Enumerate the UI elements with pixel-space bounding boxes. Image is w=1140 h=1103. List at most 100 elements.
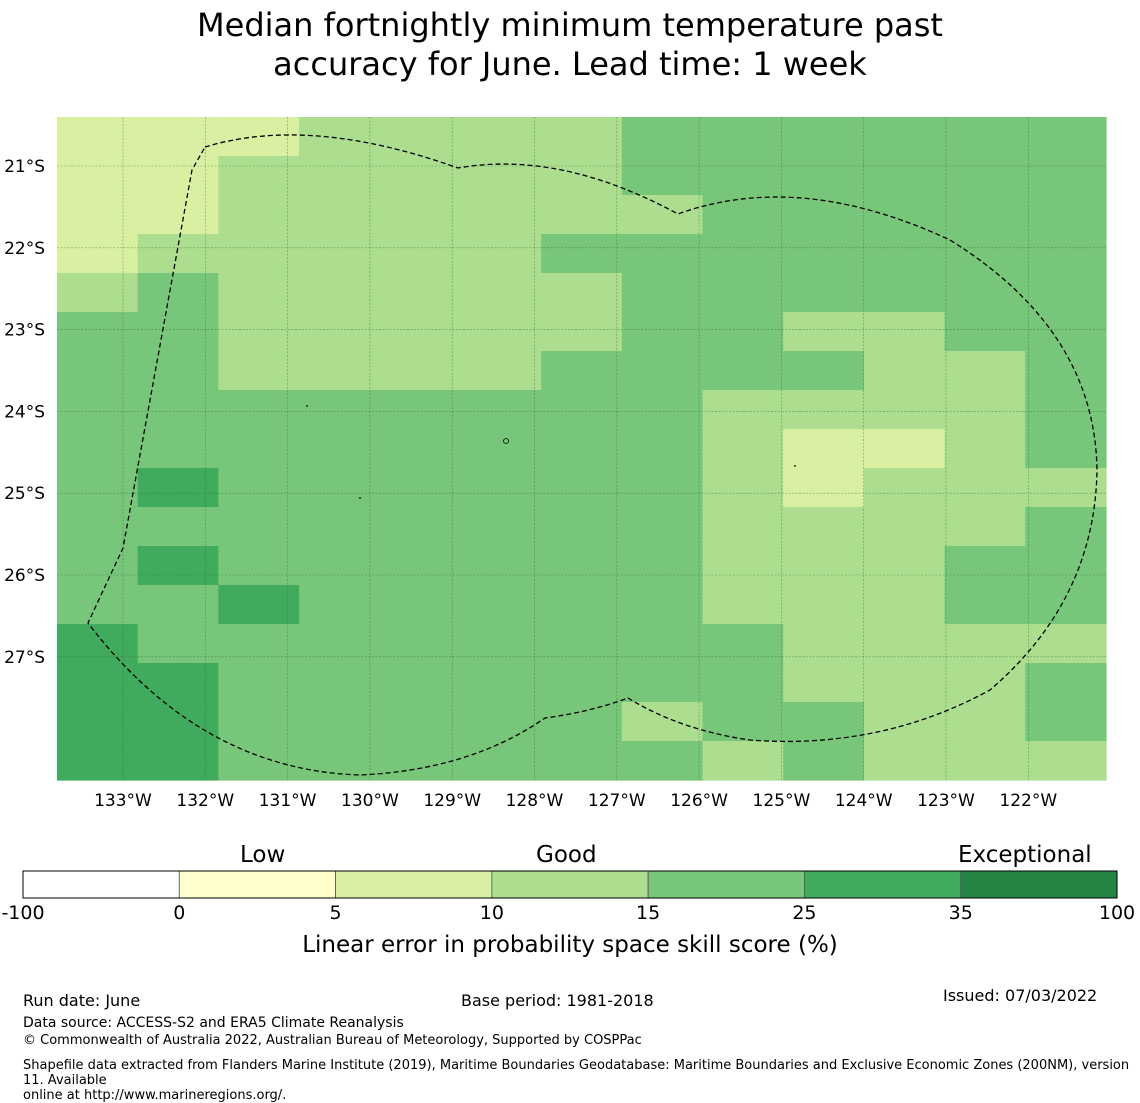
grid-cell <box>944 156 1026 196</box>
grid-cell <box>944 351 1026 391</box>
lat-tick-label: 21°S <box>4 157 45 177</box>
grid-cell <box>863 624 946 664</box>
grid-cell <box>541 390 623 430</box>
grid-cell <box>460 663 542 703</box>
grid-cell <box>541 702 623 742</box>
grid-cell <box>379 624 462 664</box>
grid-cell <box>460 507 542 547</box>
grid-cell <box>944 312 1026 352</box>
lat-tick-label: 25°S <box>4 484 45 504</box>
lon-tick-label: 130°W <box>341 791 399 811</box>
grid-cell <box>57 429 139 469</box>
grid-cell <box>702 429 784 469</box>
grid-cell <box>863 117 946 157</box>
grid-cell <box>783 585 865 625</box>
skill-grid <box>57 117 1107 781</box>
grid-cell <box>783 351 865 391</box>
grid-cell <box>621 585 704 625</box>
grid-cell <box>218 117 300 157</box>
grid-cell <box>57 351 139 391</box>
grid-cell <box>137 156 219 196</box>
lat-tick-label: 23°S <box>4 321 45 341</box>
grid-cell <box>1025 312 1107 352</box>
grid-cell <box>379 468 462 508</box>
grid-cell <box>702 585 784 625</box>
shapefile-credit: Shapefile data extracted from Flanders M… <box>23 1058 1138 1103</box>
grid-cell <box>299 741 381 781</box>
grid-cell <box>460 546 542 586</box>
title-line-1: Median fortnightly minimum temperature p… <box>197 6 943 44</box>
grid-cell <box>218 468 300 508</box>
grid-cell <box>137 624 219 664</box>
colorbar-segment <box>22 870 180 899</box>
grid-cell <box>944 117 1026 157</box>
grid-cell <box>621 312 704 352</box>
grid-cell <box>944 546 1026 586</box>
grid-cell <box>218 195 300 235</box>
grid-cell <box>379 117 462 157</box>
grid-cell <box>1025 234 1107 274</box>
grid-cell <box>299 312 381 352</box>
data-source: Data source: ACCESS-S2 and ERA5 Climate … <box>23 1015 404 1031</box>
grid-cell <box>218 702 300 742</box>
grid-cell <box>379 663 462 703</box>
colorbar-segment <box>491 870 649 899</box>
colorbar-segment <box>647 870 805 899</box>
colorbar-segment <box>960 870 1118 899</box>
lon-tick-label: 123°W <box>917 791 975 811</box>
issued-date: Issued: 07/03/2022 <box>943 986 1098 1005</box>
grid-cell <box>218 312 300 352</box>
grid-cell <box>379 195 462 235</box>
shapefile-credit-line-2: online at http://www.marineregions.org/. <box>23 1088 287 1103</box>
grid-cell <box>944 663 1026 703</box>
grid-cell <box>299 390 381 430</box>
grid-cell <box>702 468 784 508</box>
grid-cell <box>460 234 542 274</box>
grid-cell <box>621 351 704 391</box>
grid-cell <box>460 741 542 781</box>
grid-cell <box>541 507 623 547</box>
lon-tick-label: 129°W <box>423 791 481 811</box>
base-period: Base period: 1981-2018 <box>461 991 654 1010</box>
grid-cell <box>379 507 462 547</box>
grid-cell <box>57 663 139 703</box>
grid-cell <box>541 156 623 196</box>
grid-cell <box>379 273 462 313</box>
grid-cell <box>621 117 704 157</box>
colorbar-axis-label: Linear error in probability space skill … <box>302 932 838 958</box>
grid-cell <box>137 468 219 508</box>
grid-cell <box>57 741 139 781</box>
grid-cell <box>1025 702 1107 742</box>
grid-cell <box>379 312 462 352</box>
grid-cell <box>1025 429 1107 469</box>
shapefile-credit-line-1: Shapefile data extracted from Flanders M… <box>23 1058 1130 1088</box>
grid-cell <box>57 117 139 157</box>
grid-cell <box>137 702 219 742</box>
colorbar-tick-label: 35 <box>948 902 973 924</box>
grid-cell <box>57 507 139 547</box>
lon-tick-label: 127°W <box>588 791 646 811</box>
grid-cell <box>1025 663 1107 703</box>
grid-cell <box>621 468 704 508</box>
grid-cell <box>137 117 219 157</box>
lon-tick-label: 131°W <box>259 791 317 811</box>
grid-cell <box>57 312 139 352</box>
grid-cell <box>299 117 381 157</box>
copyright: © Commonwealth of Australia 2022, Austra… <box>23 1033 642 1048</box>
grid-cell <box>379 429 462 469</box>
grid-cell <box>379 741 462 781</box>
grid-cell <box>783 468 865 508</box>
grid-cell <box>137 546 219 586</box>
grid-cell <box>783 663 865 703</box>
grid-cell <box>541 546 623 586</box>
lon-tick-label: 133°W <box>94 791 152 811</box>
grid-cell <box>702 312 784 352</box>
grid-cell <box>541 312 623 352</box>
grid-cell <box>379 351 462 391</box>
grid-cell <box>1025 351 1107 391</box>
colorbar-tick-label: 0 <box>173 902 186 924</box>
grid-cell <box>137 195 219 235</box>
colorbar-tick-label: 100 <box>1098 902 1136 924</box>
grid-cell <box>1025 624 1107 664</box>
grid-cell <box>299 429 381 469</box>
